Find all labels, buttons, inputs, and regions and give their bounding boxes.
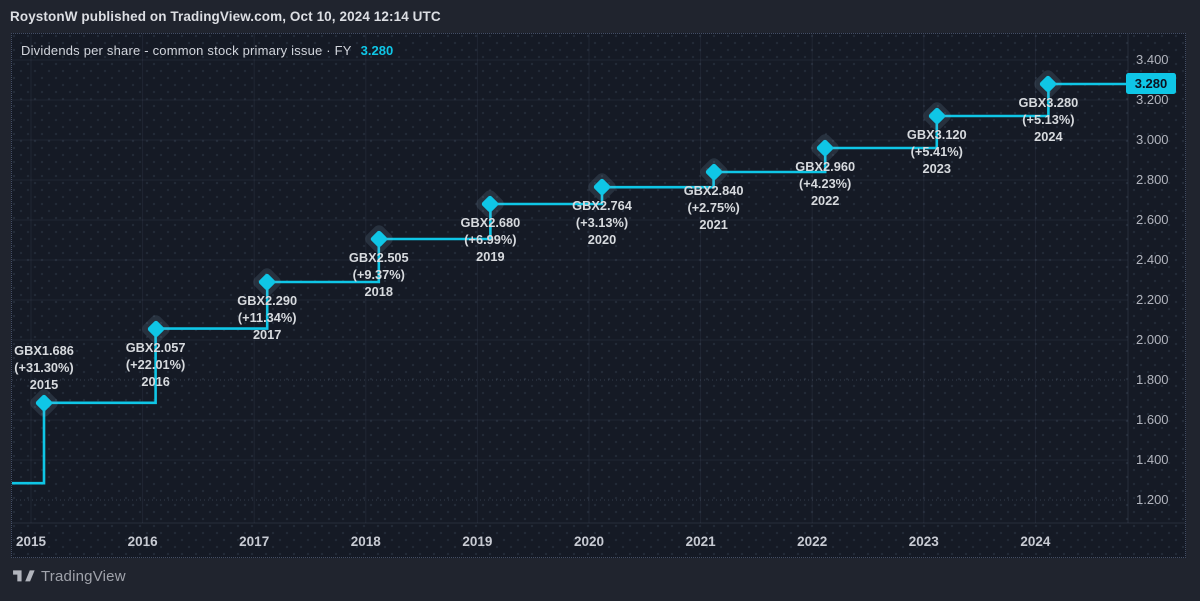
point-value-label: GBX1.686: [14, 342, 74, 358]
point-label: GBX2.505 (+9.37%) 2018: [349, 249, 409, 300]
x-axis-tick-label: 2018: [350, 534, 381, 549]
chart-title: Dividends per share - common stock prima…: [21, 43, 393, 58]
y-axis-tick-label: 2.400: [1136, 252, 1169, 267]
x-axis-tick-label: 2023: [908, 534, 939, 549]
y-axis-tick-label: 1.400: [1136, 452, 1169, 467]
chart-title-text: Dividends per share - common stock prima…: [21, 43, 352, 58]
point-change-label: (+31.30%): [14, 359, 74, 375]
x-axis-tick-label: 2017: [239, 534, 270, 549]
x-axis-tick-label: 2019: [462, 534, 493, 549]
point-value-label: GBX3.120: [906, 127, 967, 142]
y-axis-tick-label: 2.000: [1136, 332, 1169, 347]
point-change-label: (+9.37%): [352, 267, 405, 282]
data-point-diamond-icon: [704, 162, 723, 182]
point-year-label: 2018: [364, 284, 394, 299]
y-axis-tick-label: 1.200: [1136, 492, 1169, 507]
data-point-diamond-icon: [369, 229, 388, 249]
y-axis-tick-label: 2.800: [1136, 172, 1169, 187]
point-year-label: 2020: [587, 232, 617, 248]
y-axis-tick-label: 1.800: [1136, 372, 1169, 387]
point-change-label: (+3.13%): [575, 215, 629, 231]
x-axis-tick-label: 2020: [573, 534, 605, 549]
point-value-label: GBX2.505: [348, 250, 409, 265]
point-label: GBX2.960 (+4.23%) 2022: [795, 158, 855, 209]
y-axis-tick-label: 3.200: [1136, 92, 1169, 107]
point-change-label: (+6.99%): [464, 232, 517, 247]
tradingview-logo-text[interactable]: TradingView: [41, 568, 126, 585]
x-axis-tick-label: 2021: [685, 534, 716, 549]
y-axis-tick-label: 1.600: [1136, 412, 1169, 427]
point-year-label: 2021: [699, 217, 728, 232]
chart-pane[interactable]: [11, 33, 1186, 558]
y-axis-tick-label: 3.400: [1136, 52, 1169, 67]
footer: TradingView: [13, 568, 126, 585]
point-change-label: (+5.41%): [910, 144, 963, 159]
data-point-diamond-icon: [146, 319, 165, 338]
data-point-diamond-icon: [592, 177, 612, 197]
chart-title-value: 3.280: [360, 43, 394, 58]
point-label: GBX2.680 (+6.99%) 2019: [461, 214, 521, 265]
data-point-diamond-icon: [257, 272, 277, 292]
point-label: GBX2.057 (+22.01%) 2016: [126, 339, 186, 390]
point-change-label: (+2.75%): [687, 200, 740, 215]
attribution-bar: RoystonW published on TradingView.com, O…: [0, 0, 1200, 33]
y-axis-tick-label: 3.000: [1136, 132, 1169, 147]
last-value-badge: 3.280: [1126, 73, 1176, 94]
point-change-label: (+11.34%): [237, 310, 297, 325]
point-year-label: 2017: [252, 327, 282, 342]
y-axis-tick-label: 2.200: [1136, 292, 1169, 307]
point-change-label: (+4.23%): [799, 176, 852, 191]
x-axis-tick-label: 2024: [1020, 534, 1051, 549]
point-year-label: 2022: [810, 193, 840, 208]
x-axis-tick-label: 2016: [127, 534, 158, 549]
point-year-label: 2023: [922, 161, 952, 176]
data-point-diamond-icon: [34, 393, 54, 412]
x-axis-tick-label: 2022: [797, 534, 828, 549]
point-year-label: 2024: [1034, 129, 1063, 144]
data-point-diamond-icon: [927, 106, 946, 126]
point-label: GBX2.290 (+11.34%) 2017: [237, 292, 297, 343]
point-year-label: 2016: [141, 373, 170, 389]
data-point-diamond-icon: [1039, 74, 1058, 94]
data-point-diamond-icon: [481, 194, 500, 214]
point-year-label: 2019: [476, 249, 505, 264]
y-axis-tick-label: 2.600: [1136, 212, 1169, 227]
point-label: GBX2.764 (+3.13%) 2020: [572, 197, 632, 248]
x-axis-tick-label: 2015: [15, 534, 47, 549]
point-value-label: GBX2.840: [683, 183, 744, 198]
data-point-diamond-icon: [815, 138, 835, 158]
point-value-label: GBX2.764: [572, 198, 632, 214]
point-label: GBX2.840 (+2.75%) 2021: [684, 182, 744, 233]
point-year-label: 2015: [29, 376, 59, 392]
point-change-label: (+22.01%): [125, 356, 186, 372]
attribution-text: RoystonW published on TradingView.com, O…: [10, 9, 441, 24]
point-value-label: GBX2.680: [460, 215, 521, 230]
point-change-label: (+5.13%): [1022, 112, 1075, 127]
point-value-label: GBX2.960: [795, 159, 856, 174]
point-value-label: GBX2.290: [237, 293, 298, 308]
point-value-label: GBX2.057: [125, 339, 186, 355]
point-label: GBX3.280 (+5.13%) 2024: [1019, 94, 1079, 145]
point-label: GBX3.120 (+5.41%) 2023: [907, 126, 967, 177]
point-value-label: GBX3.280: [1018, 95, 1079, 110]
point-label: GBX1.686 (+31.30%) 2015: [14, 342, 74, 393]
tradingview-logo-icon[interactable]: [13, 568, 35, 585]
